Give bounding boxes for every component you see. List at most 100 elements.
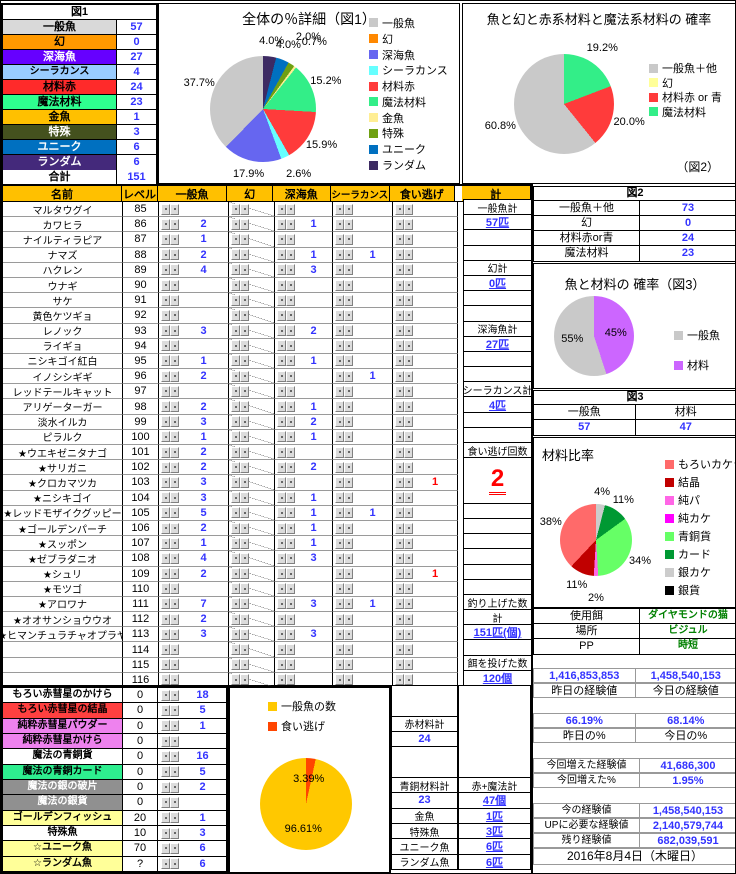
spinner-left-button[interactable] — [277, 552, 286, 564]
spinner-control[interactable] — [231, 461, 249, 473]
spinner-left-button[interactable] — [277, 659, 286, 671]
spinner-control[interactable] — [335, 249, 353, 261]
spinner-right-button[interactable] — [344, 401, 353, 413]
spinner-left-button[interactable] — [231, 537, 240, 549]
spinner-left-button[interactable] — [335, 659, 344, 671]
spinner-control[interactable] — [277, 552, 295, 564]
spinner-left-button[interactable] — [395, 628, 404, 640]
spinner-control[interactable] — [395, 522, 413, 534]
spinner-left-button[interactable] — [161, 766, 170, 778]
spinner-left-button[interactable] — [161, 279, 170, 291]
spinner-right-button[interactable] — [170, 203, 179, 215]
spinner-control[interactable] — [231, 583, 249, 595]
spinner-control[interactable] — [161, 842, 179, 854]
spinner-left-button[interactable] — [335, 507, 344, 519]
spinner-control[interactable] — [161, 279, 179, 291]
spinner-control[interactable] — [161, 522, 179, 534]
spinner-control[interactable] — [231, 355, 249, 367]
spinner-left-button[interactable] — [231, 385, 240, 397]
spinner-right-button[interactable] — [344, 446, 353, 458]
spinner-left-button[interactable] — [395, 492, 404, 504]
spinner-right-button[interactable] — [286, 218, 295, 230]
spinner-right-button[interactable] — [344, 249, 353, 261]
spinner-control[interactable] — [395, 370, 413, 382]
spinner-control[interactable] — [277, 431, 295, 443]
spinner-control[interactable] — [395, 644, 413, 656]
spinner-control[interactable] — [161, 812, 179, 824]
spinner-control[interactable] — [277, 203, 295, 215]
spinner-left-button[interactable] — [335, 583, 344, 595]
spinner-right-button[interactable] — [240, 401, 249, 413]
spinner-left-button[interactable] — [161, 674, 170, 686]
spinner-left-button[interactable] — [161, 492, 170, 504]
spinner-right-button[interactable] — [170, 233, 179, 245]
spinner-left-button[interactable] — [231, 279, 240, 291]
spinner-control[interactable] — [161, 294, 179, 306]
spinner-left-button[interactable] — [277, 461, 286, 473]
spinner-left-button[interactable] — [335, 233, 344, 245]
spinner-control[interactable] — [277, 294, 295, 306]
spinner-left-button[interactable] — [161, 537, 170, 549]
spinner-control[interactable] — [335, 385, 353, 397]
spinner-right-button[interactable] — [240, 628, 249, 640]
spinner-left-button[interactable] — [335, 461, 344, 473]
spinner-control[interactable] — [161, 704, 179, 716]
spinner-left-button[interactable] — [161, 370, 170, 382]
spinner-control[interactable] — [277, 401, 295, 413]
spinner-control[interactable] — [277, 522, 295, 534]
spinner-right-button[interactable] — [170, 537, 179, 549]
spinner-right-button[interactable] — [170, 416, 179, 428]
spinner-control[interactable] — [395, 249, 413, 261]
spinner-left-button[interactable] — [161, 218, 170, 230]
spinner-control[interactable] — [161, 461, 179, 473]
spinner-right-button[interactable] — [404, 446, 413, 458]
spinner-left-button[interactable] — [395, 537, 404, 549]
spinner-control[interactable] — [335, 355, 353, 367]
spinner-right-button[interactable] — [240, 446, 249, 458]
spinner-left-button[interactable] — [231, 613, 240, 625]
spinner-left-button[interactable] — [395, 401, 404, 413]
spinner-control[interactable] — [277, 537, 295, 549]
spinner-left-button[interactable] — [395, 583, 404, 595]
spinner-right-button[interactable] — [404, 264, 413, 276]
spinner-right-button[interactable] — [170, 492, 179, 504]
spinner-control[interactable] — [335, 644, 353, 656]
spinner-right-button[interactable] — [286, 249, 295, 261]
spinner-right-button[interactable] — [344, 628, 353, 640]
spinner-left-button[interactable] — [161, 720, 170, 732]
spinner-left-button[interactable] — [395, 294, 404, 306]
spinner-control[interactable] — [231, 431, 249, 443]
spinner-control[interactable] — [161, 568, 179, 580]
spinner-right-button[interactable] — [240, 552, 249, 564]
spinner-control[interactable] — [161, 309, 179, 321]
spinner-control[interactable] — [277, 340, 295, 352]
spinner-control[interactable] — [395, 385, 413, 397]
spinner-right-button[interactable] — [170, 613, 179, 625]
spinner-left-button[interactable] — [231, 492, 240, 504]
spinner-right-button[interactable] — [286, 507, 295, 519]
spinner-control[interactable] — [335, 492, 353, 504]
spinner-right-button[interactable] — [170, 385, 179, 397]
spinner-left-button[interactable] — [277, 492, 286, 504]
spinner-right-button[interactable] — [404, 598, 413, 610]
spinner-right-button[interactable] — [344, 537, 353, 549]
spinner-right-button[interactable] — [170, 552, 179, 564]
spinner-left-button[interactable] — [395, 461, 404, 473]
spinner-control[interactable] — [161, 370, 179, 382]
spinner-control[interactable] — [231, 613, 249, 625]
spinner-control[interactable] — [335, 613, 353, 625]
spinner-left-button[interactable] — [231, 598, 240, 610]
spinner-control[interactable] — [231, 507, 249, 519]
spinner-control[interactable] — [335, 218, 353, 230]
spinner-left-button[interactable] — [161, 613, 170, 625]
spinner-control[interactable] — [161, 264, 179, 276]
spinner-control[interactable] — [277, 325, 295, 337]
spinner-control[interactable] — [161, 385, 179, 397]
spinner-left-button[interactable] — [335, 522, 344, 534]
spinner-left-button[interactable] — [161, 750, 170, 762]
spinner-left-button[interactable] — [161, 781, 170, 793]
spinner-control[interactable] — [231, 416, 249, 428]
spinner-left-button[interactable] — [277, 476, 286, 488]
spinner-right-button[interactable] — [170, 858, 179, 870]
spinner-control[interactable] — [277, 598, 295, 610]
